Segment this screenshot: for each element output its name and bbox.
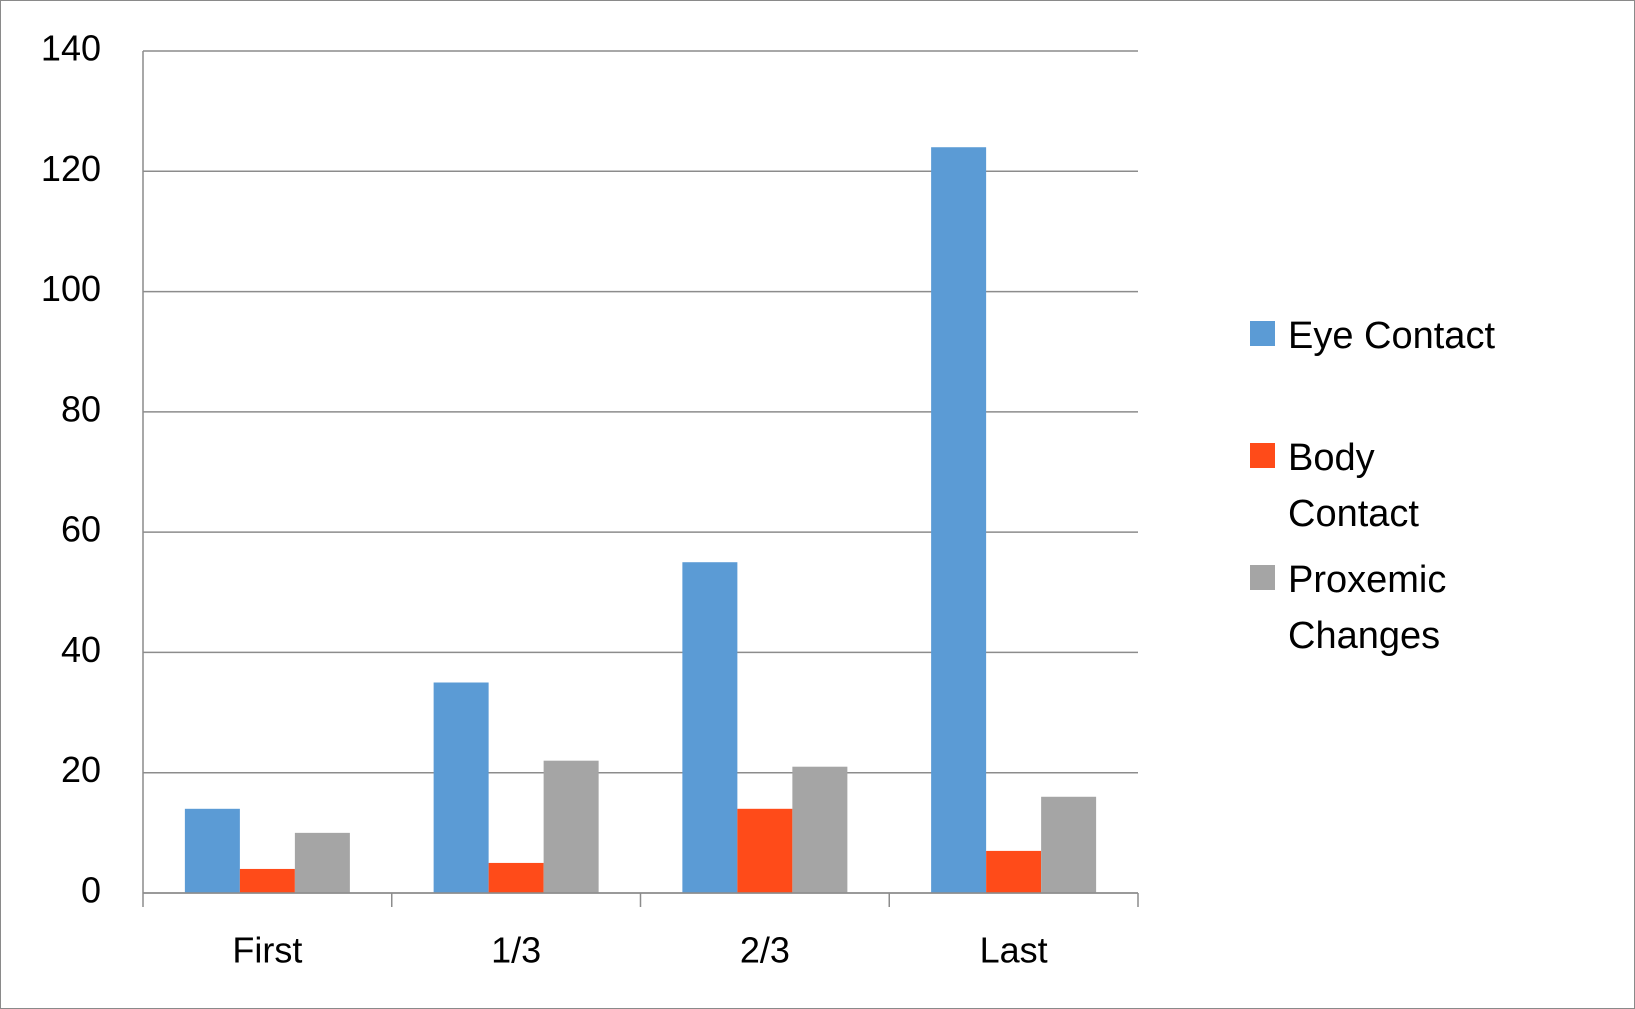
- x-tick-label: First: [232, 930, 302, 971]
- bar: [682, 562, 738, 893]
- legend-swatch: [1250, 321, 1275, 346]
- y-tick-label: 100: [41, 268, 101, 309]
- bar: [433, 682, 489, 893]
- bar: [294, 832, 350, 893]
- legend-label: Eye Contact: [1288, 315, 1495, 357]
- bar: [1041, 796, 1097, 893]
- x-tick-label: Last: [980, 930, 1048, 971]
- y-tick-label: 60: [61, 509, 101, 550]
- bar: [184, 808, 240, 893]
- legend-entry: Body Contact: [1250, 430, 1550, 542]
- bar: [737, 808, 793, 893]
- bar: [543, 760, 599, 893]
- y-tick-label: 120: [41, 148, 101, 189]
- legend-label: Proxemic Changes: [1288, 559, 1447, 657]
- y-tick-label: 40: [61, 629, 101, 670]
- bar: [986, 850, 1042, 893]
- bar: [792, 766, 848, 893]
- y-tick-label: 80: [61, 388, 101, 429]
- y-tick-label: 0: [81, 870, 101, 911]
- legend-entry: Proxemic Changes: [1250, 552, 1550, 664]
- bar: [488, 862, 544, 893]
- x-tick-label: 2/3: [740, 930, 790, 971]
- bar: [239, 868, 295, 893]
- legend-label: Body Contact: [1288, 437, 1419, 535]
- x-tick-label: 1/3: [491, 930, 541, 971]
- legend-swatch: [1250, 565, 1275, 590]
- legend-swatch: [1250, 443, 1275, 468]
- bar: [931, 147, 987, 893]
- legend-entry: Eye Contact: [1250, 308, 1550, 364]
- y-tick-label: 140: [41, 28, 101, 69]
- y-tick-label: 20: [61, 749, 101, 790]
